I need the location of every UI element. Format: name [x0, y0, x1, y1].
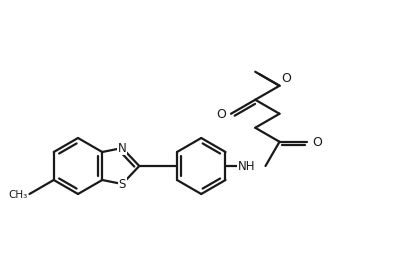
Text: NH: NH — [238, 160, 255, 173]
Text: O: O — [281, 71, 291, 84]
Text: S: S — [119, 178, 126, 191]
Text: O: O — [312, 136, 322, 149]
Text: N: N — [118, 142, 126, 155]
Text: O: O — [216, 108, 226, 121]
Text: CH₃: CH₃ — [8, 189, 28, 199]
